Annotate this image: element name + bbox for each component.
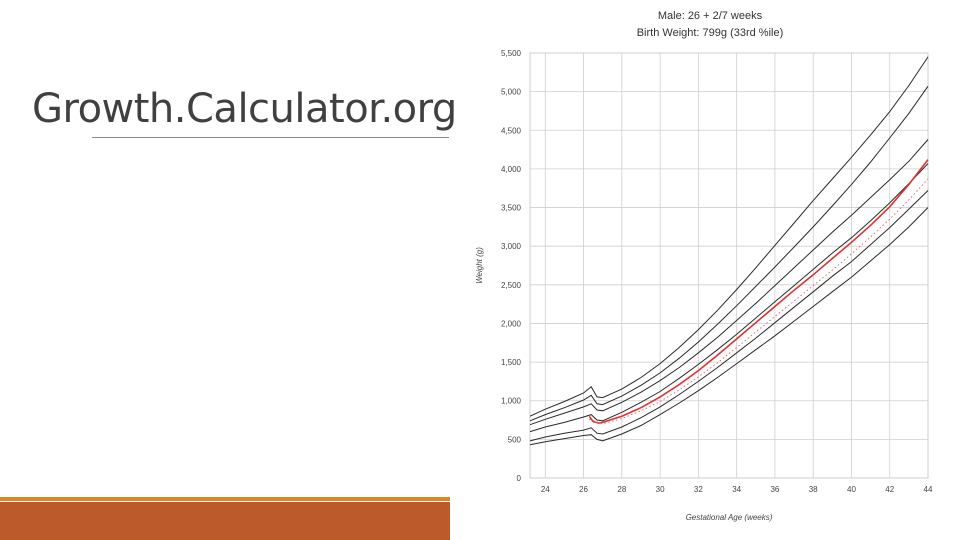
x-tick-label: 26 <box>579 485 588 494</box>
patient-projection-line <box>589 178 929 425</box>
footer-bar <box>0 502 450 540</box>
x-tick-label: 38 <box>809 485 818 494</box>
slide-title: Growth.Calculator.org <box>32 86 457 132</box>
y-tick-label: 3,500 <box>501 204 522 213</box>
patient-weight-line <box>588 159 929 424</box>
x-tick-label: 44 <box>924 485 933 494</box>
percentile-curve <box>529 139 929 426</box>
y-tick-label: 4,000 <box>501 165 522 174</box>
x-tick-label: 36 <box>770 485 779 494</box>
x-tick-label: 30 <box>656 485 665 494</box>
y-tick-label: 5,500 <box>501 49 522 58</box>
y-tick-label: 2,500 <box>501 281 522 290</box>
percentile-curve <box>529 163 929 433</box>
chart-title-line1: Male: 26 + 2/7 weeks <box>657 10 763 22</box>
percentile-curve <box>529 207 929 446</box>
y-tick-label: 500 <box>508 435 522 444</box>
y-tick-label: 2,000 <box>501 319 522 328</box>
footer-accent-stripe <box>0 497 450 501</box>
y-tick-label: 3,000 <box>501 242 522 251</box>
x-tick-label: 24 <box>541 485 550 494</box>
y-tick-label: 0 <box>517 474 522 483</box>
x-tick-label: 42 <box>885 485 894 494</box>
x-tick-label: 34 <box>732 485 741 494</box>
y-axis-label: Weight (g) <box>475 247 484 284</box>
y-tick-label: 5,000 <box>501 88 522 97</box>
percentile-curve <box>529 85 929 422</box>
title-underline <box>92 137 449 138</box>
y-tick-label: 1,000 <box>501 397 522 406</box>
tick-layer: 0 500 1,000 1,500 2,000 2,500 3,000 3,500 4,000 4… <box>501 49 933 494</box>
chart-title-line2: Birth Weight: 799g (33rd %ile) <box>636 27 784 39</box>
y-tick-label: 1,500 <box>501 358 522 367</box>
growth-chart: 0 500 1,000 1,500 2,000 2,500 3,000 3,500 4,000 4… <box>475 49 933 522</box>
grid-layer <box>529 52 929 479</box>
series-layer <box>529 56 929 446</box>
percentile-curve <box>529 190 929 442</box>
x-tick-label: 28 <box>617 485 626 494</box>
x-axis-label: Gestational Age (weeks) <box>686 513 773 522</box>
y-tick-label: 4,500 <box>501 126 522 135</box>
x-tick-label: 32 <box>694 485 703 494</box>
percentile-curve <box>529 56 929 417</box>
plot-border <box>529 52 929 479</box>
chart-header: Male: 26 + 2/7 weeks Birth Weight: 799g … <box>560 8 860 42</box>
x-tick-label: 40 <box>847 485 856 494</box>
